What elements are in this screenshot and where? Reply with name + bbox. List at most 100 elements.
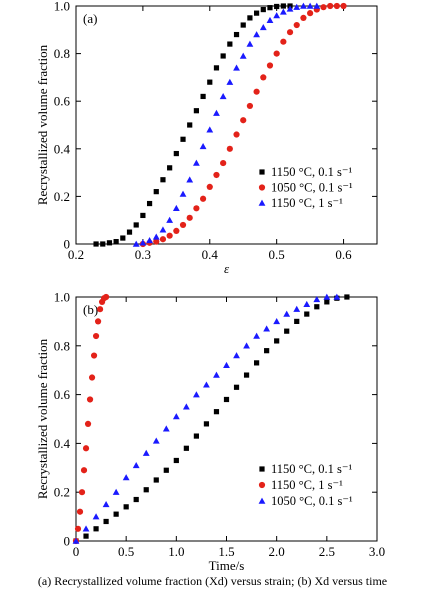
data-point: [113, 511, 119, 517]
data-point: [106, 240, 113, 246]
data-point: [227, 41, 233, 47]
data-point: [186, 176, 194, 183]
data-point: [303, 300, 311, 308]
data-point: [167, 165, 173, 171]
data-point: [120, 235, 126, 241]
data-point: [219, 93, 227, 100]
data-point: [193, 108, 199, 114]
data-point: [253, 88, 260, 95]
data-point: [200, 93, 206, 100]
y-tick-label: 0.2: [54, 485, 70, 500]
x-tick-label: 0.5: [118, 544, 134, 559]
data-point: [240, 117, 247, 124]
data-point: [102, 501, 110, 508]
legend-marker: [258, 481, 266, 489]
x-axis-label: Time/s: [209, 558, 245, 573]
legend-marker: [259, 466, 265, 472]
data-point: [233, 384, 240, 390]
x-tick-label: 1.5: [218, 544, 234, 559]
series-3: [72, 293, 341, 544]
data-point: [173, 457, 179, 464]
x-tick-label: 0.4: [202, 247, 219, 262]
data-point: [307, 10, 314, 17]
data-point: [126, 229, 133, 235]
data-point: [146, 200, 153, 207]
data-point: [266, 62, 274, 69]
data-point: [203, 421, 210, 427]
data-point: [253, 31, 260, 38]
data-point: [240, 22, 246, 28]
data-point: [320, 4, 327, 11]
data-point: [327, 2, 334, 10]
data-point: [92, 332, 100, 340]
y-tick-label: 0.8: [54, 338, 70, 353]
data-point: [112, 488, 120, 495]
legend-entry: 1150 °C, 1 s⁻¹: [271, 478, 343, 492]
data-point: [243, 372, 250, 378]
data-point: [344, 294, 350, 300]
y-axis-label: Recrystallized volume fraction: [35, 338, 50, 499]
panel-label: (b): [83, 302, 98, 317]
y-tick-label: 0.4: [54, 436, 71, 451]
data-point: [260, 74, 267, 81]
data-point: [173, 227, 180, 235]
data-point: [159, 226, 167, 233]
data-point: [186, 214, 193, 221]
legend-entry: 1150 °C, 0.1 s⁻¹: [271, 462, 352, 476]
plot-frame: [75, 5, 378, 245]
data-point: [333, 293, 341, 300]
data-point: [72, 537, 80, 544]
data-point: [83, 533, 89, 539]
data-point: [293, 3, 301, 10]
data-point: [226, 78, 234, 85]
data-point: [203, 381, 210, 388]
data-point: [152, 437, 160, 444]
data-point: [286, 29, 294, 36]
y-tick-label: 0.6: [54, 387, 71, 402]
data-point: [193, 433, 199, 439]
data-point: [324, 299, 330, 305]
data-point: [267, 5, 273, 11]
data-point: [93, 241, 99, 247]
data-point: [159, 236, 167, 243]
data-point: [153, 238, 160, 245]
data-point: [300, 2, 307, 9]
data-point: [93, 526, 99, 532]
series-1: [93, 3, 293, 247]
data-point: [226, 145, 233, 152]
data-point: [294, 318, 300, 324]
data-point: [239, 52, 247, 59]
data-point: [123, 504, 129, 510]
data-point: [280, 3, 286, 9]
data-point: [246, 40, 254, 47]
x-tick-label: 2.0: [269, 544, 285, 559]
data-point: [293, 21, 300, 29]
data-point: [283, 310, 291, 317]
legend-marker: [258, 184, 266, 191]
data-point: [223, 361, 230, 369]
data-point: [233, 64, 240, 71]
data-point: [286, 5, 294, 12]
data-point: [193, 159, 200, 166]
data-point: [166, 232, 173, 239]
data-point: [82, 525, 90, 532]
data-point: [313, 2, 321, 9]
data-point: [140, 212, 146, 219]
data-point: [206, 183, 213, 190]
data-point: [142, 449, 150, 456]
data-point: [213, 171, 220, 179]
data-point: [233, 352, 240, 359]
data-point: [233, 31, 240, 38]
data-point: [206, 126, 214, 133]
data-point: [92, 513, 100, 520]
data-point: [172, 204, 180, 212]
data-point: [179, 190, 187, 197]
data-point: [86, 396, 94, 403]
data-point: [259, 24, 267, 31]
legend-marker: [259, 169, 265, 175]
data-point: [153, 189, 159, 195]
x-tick-label: 1.0: [168, 544, 184, 559]
data-point: [247, 15, 253, 21]
data-point: [132, 461, 140, 469]
